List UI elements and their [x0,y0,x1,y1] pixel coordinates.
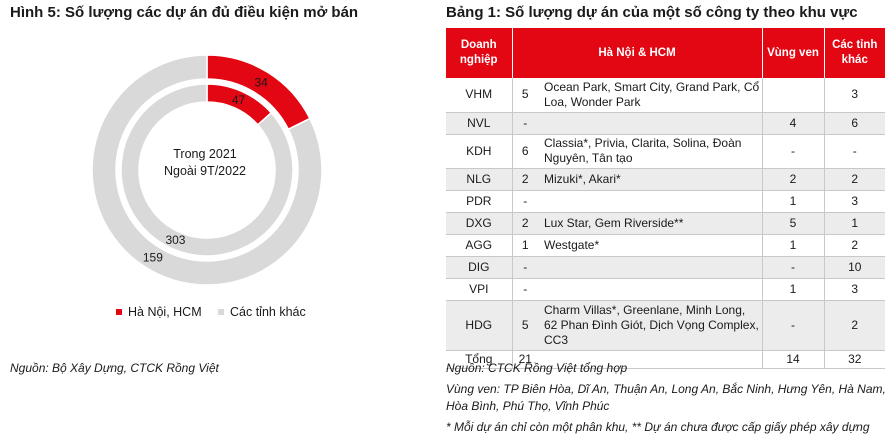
data-label: 159 [143,251,163,265]
footnote: * Mỗi dự án chỉ còn một phân khu, ** Dự … [446,420,870,434]
donut-slice-inner-other-provinces [120,83,294,257]
table-total-row: Tổng 21 14 32 [446,350,885,369]
total-projects [538,350,763,369]
projects-cell: Mizuki*, Akari* [538,168,763,191]
donut-chart: 34 159 47 303 Trong 2021 Ngoài 9T/2022 [91,54,323,286]
table-row: VHM 5 Ocean Park, Smart City, Grand Park, … [446,78,885,113]
count-cell: 2 [512,168,538,191]
company-cell: AGG [446,234,513,257]
projects-cell [538,190,763,213]
legend-item-other-provinces: Các tỉnh khác [218,305,306,319]
suburb-cell: 1 [762,278,825,301]
company-cell: VHM [446,78,513,113]
table-row: VPI - 1 3 [446,278,885,301]
other-provinces-cell: 2 [824,234,885,257]
table-row: DIG - -10 [446,256,885,279]
count-cell: - [512,190,538,213]
company-cell: KDH [446,134,513,169]
table-title: Bảng 1: Số lượng dự án của một số công t… [446,4,858,21]
projects-cell [538,256,763,279]
suburb-cell: 5 [762,212,825,235]
suburb-cell: - [762,300,825,351]
total-label: Tổng [446,350,513,369]
projects-cell: Ocean Park, Smart City, Grand Park, Cổ L… [538,78,763,113]
projects-table: Doanh nghiệp Hà Nội & HCM Vùng ven Các t… [446,28,885,369]
table-row: AGG 1 Westgate* 1 2 [446,234,885,257]
legend-item-hanoi-hcm: Hà Nội, HCM [116,305,202,319]
center-label-1: Trong 2021 [173,147,237,161]
table-header-row: Doanh nghiệp Hà Nội & HCM Vùng ven Các t… [446,28,885,78]
table-row: NVL - 4 6 [446,112,885,135]
table-row: DXG 2 Lux Star, Gem Riverside** 5 1 [446,212,885,235]
figure-title: Hình 5: Số lượng các dự án đủ điều kiện … [10,4,359,21]
count-cell: 6 [512,134,538,169]
other-provinces-cell: 2 [824,300,885,351]
suburb-cell: 1 [762,190,825,213]
legend-swatch-gray [218,309,224,315]
other-provinces-cell: 10 [824,256,885,279]
count-cell: 1 [512,234,538,257]
table-row: PDR - 1 3 [446,190,885,213]
total-suburb: 14 [762,350,825,369]
company-cell: HDG [446,300,513,351]
company-cell: NVL [446,112,513,135]
count-cell: 2 [512,212,538,235]
other-provinces-cell: 3 [824,78,885,113]
other-provinces-cell: 3 [824,190,885,213]
suburb-cell: 1 [762,234,825,257]
count-cell: - [512,278,538,301]
count-cell: 5 [512,78,538,113]
other-provinces-cell: 3 [824,278,885,301]
legend-label: Các tỉnh khác [230,305,306,319]
center-label-2: Ngoài 9T/2022 [164,164,246,178]
other-provinces-cell: 2 [824,168,885,191]
legend-label: Hà Nội, HCM [128,305,202,319]
chart-source: Nguồn: Bộ Xây Dựng, CTCK Rồng Việt [10,361,219,375]
suburb-cell [762,78,825,113]
table-row: NLG 2 Mizuki*, Akari* 2 2 [446,168,885,191]
data-label: 47 [232,93,246,107]
projects-cell [538,278,763,301]
other-provinces-cell: 6 [824,112,885,135]
legend-swatch-red [116,309,122,315]
header-other-provinces: Các tỉnh khác [824,28,885,78]
suburb-note: Vùng ven: TP Biên Hòa, Dĩ An, Thuận An, … [446,382,886,413]
header-hanoi-hcm: Hà Nội & HCM [512,28,763,78]
company-cell: DIG [446,256,513,279]
total-other: 32 [824,350,885,369]
projects-cell: Charm Villas*, Greenlane, Minh Long, 62 … [538,300,763,351]
count-cell: - [512,112,538,135]
header-company: Doanh nghiệp [446,28,513,78]
projects-cell [538,112,763,135]
company-cell: NLG [446,168,513,191]
table-row: KDH 6 Classia*, Privia, Clarita, Solina, Đ… [446,134,885,169]
data-label: 303 [165,233,185,247]
total-count: 21 [512,350,538,369]
projects-cell: Westgate* [538,234,763,257]
suburb-cell: 2 [762,168,825,191]
table-row: HDG 5 Charm Villas*, Greenlane, Minh Long,… [446,300,885,351]
projects-cell: Lux Star, Gem Riverside** [538,212,763,235]
other-provinces-cell: - [824,134,885,169]
company-cell: VPI [446,278,513,301]
suburb-cell: - [762,134,825,169]
table-source: Nguồn: CTCK Rồng Việt tổng hợp [446,361,628,375]
suburb-cell: 4 [762,112,825,135]
count-cell: - [512,256,538,279]
company-cell: DXG [446,212,513,235]
company-cell: PDR [446,190,513,213]
data-label: 34 [254,75,268,89]
suburb-cell: - [762,256,825,279]
projects-cell: Classia*, Privia, Clarita, Solina, Đoàn … [538,134,763,169]
count-cell: 5 [512,300,538,351]
other-provinces-cell: 1 [824,212,885,235]
donut-slice-outer-other-provinces [91,54,323,286]
header-suburb: Vùng ven [762,28,825,78]
